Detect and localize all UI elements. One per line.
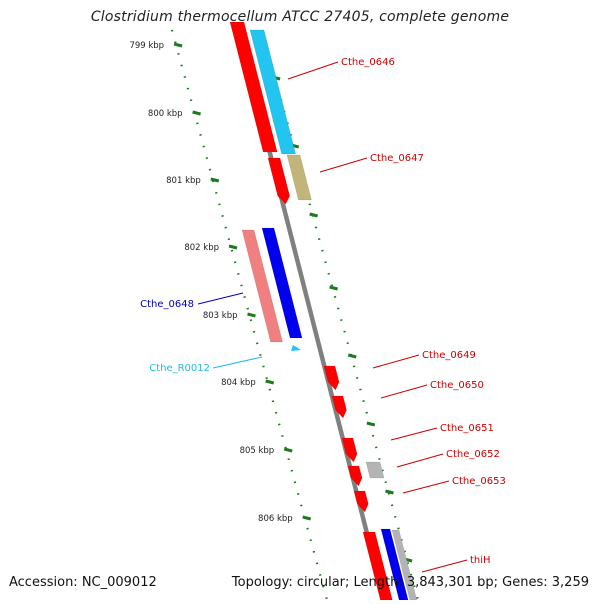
kbp-tick-label: 805 kbp: [240, 446, 275, 456]
gene-leader-line: [197, 292, 244, 305]
gene-label: Cthe_0646: [341, 57, 395, 68]
kbp-tick-label: 801 kbp: [166, 176, 201, 186]
kbp-tick-label: 799 kbp: [129, 41, 164, 51]
kbp-tick: [265, 379, 275, 385]
map-title: Clostridium thermocellum ATCC 27405, com…: [90, 9, 510, 25]
gene-label: Cthe_R0012: [149, 363, 210, 374]
cds-blue-bar: [261, 227, 303, 339]
gene-leader-line: [390, 427, 438, 441]
scale-tick-right: [385, 489, 394, 495]
gene-label: Cthe_0650: [430, 380, 484, 391]
gene-leader-line: [421, 559, 468, 573]
feature-layer: [229, 21, 418, 601]
gene-leader-line: [212, 356, 263, 369]
kbp-tick-label: 806 kbp: [258, 514, 293, 524]
cds-red-arrow-0652: [347, 465, 363, 487]
gene-label: Cthe_0653: [452, 476, 506, 487]
cds-cyan-bar: [249, 29, 296, 155]
gene-label: Cthe_0651: [440, 423, 494, 434]
gene-leader-line: [319, 157, 368, 173]
cds-red-arrow-0651: [341, 437, 358, 463]
kbp-tick-label: 800 kbp: [148, 109, 183, 119]
kbp-tick: [283, 447, 293, 453]
gene-leader-line: [287, 61, 339, 80]
scale-tick-right: [329, 285, 338, 291]
scale-line-left: [170, 29, 329, 601]
kbp-tick: [173, 42, 183, 48]
kbp-tick: [247, 312, 256, 318]
gene-label: Cthe_0647: [370, 153, 424, 164]
gene-leader-line: [402, 480, 450, 494]
cds-olive-bar: [286, 154, 312, 201]
genome-summary-text: Topology: circular; Length: 3,843,301 bp…: [231, 575, 589, 590]
gene-label: thiH: [470, 555, 491, 566]
kbp-tick: [192, 110, 201, 116]
cds-pink-bar: [241, 229, 283, 343]
scale-tick-right: [309, 212, 318, 218]
kbp-tick-label: 802 kbp: [184, 243, 219, 253]
gene-label: Cthe_0649: [422, 350, 476, 361]
gene-label: Cthe_0652: [446, 449, 500, 460]
scale-tick-right: [347, 353, 357, 359]
gene-leader-line: [380, 384, 428, 399]
gene-leader-line: [372, 354, 420, 369]
cds-red-arrow-0653: [353, 490, 369, 513]
label-layer: Cthe_0646 Cthe_0647 Cthe_0648 Cthe_R0012 Cth…: [140, 57, 506, 573]
kbp-tick: [228, 244, 238, 250]
scale-tick-right: [366, 421, 376, 427]
cds-red-bar: [229, 21, 278, 153]
kbp-tick: [210, 177, 220, 183]
kbp-tick: [302, 515, 312, 521]
rrna-cyan-arrow: [291, 345, 301, 351]
cds-red-arrow: [267, 157, 290, 205]
gene-leader-line: [396, 453, 444, 468]
cds-red-arrow-0649: [323, 365, 340, 391]
gene-label: Cthe_0648: [140, 299, 194, 310]
kbp-tick-label: 803 kbp: [203, 311, 238, 321]
kbp-tick-label: 804 kbp: [221, 378, 256, 388]
cds-red-arrow-0650: [331, 395, 347, 419]
cds-gray-bar: [365, 461, 385, 479]
scale-line-right: [260, 29, 420, 601]
accession-text: Accession: NC_009012: [9, 575, 157, 590]
